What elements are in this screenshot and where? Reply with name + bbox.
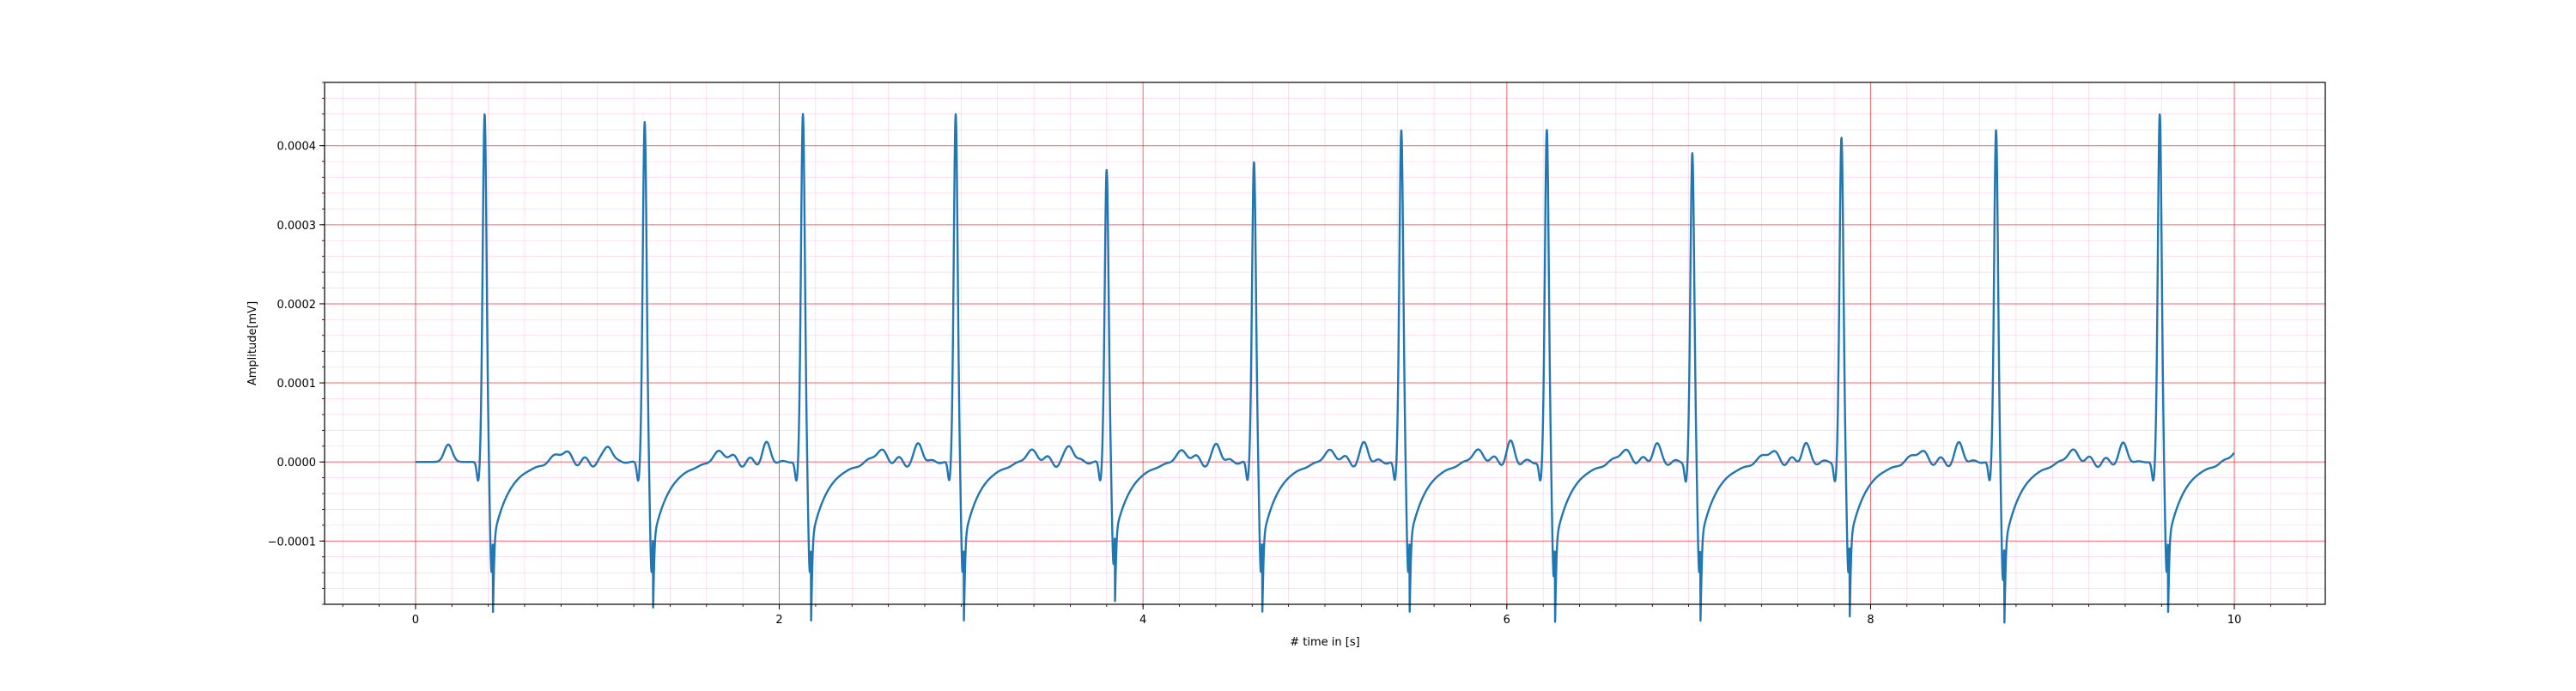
x-tick-label: 4 <box>1139 614 1146 627</box>
y-tick-label: 0.0002 <box>277 299 317 312</box>
x-tick-label: 10 <box>2227 614 2242 627</box>
ecg-series-line <box>415 112 2235 624</box>
x-axis-label: # time in [s] <box>1290 636 1359 649</box>
x-tick-label: 6 <box>1504 614 1510 627</box>
y-axis-ticks: −0.0001 0.0000 0.0001 0.0002 0.0003 0.0004 <box>268 82 325 605</box>
x-tick-label: 0 <box>412 614 419 627</box>
x-tick-label: 2 <box>775 614 782 627</box>
x-axis-ticks: 0 2 4 6 8 10 <box>342 604 2308 627</box>
y-tick-label: 0.0001 <box>277 378 317 391</box>
x-tick-label: 8 <box>1867 614 1874 627</box>
y-tick-label: −0.0001 <box>268 536 316 549</box>
series-layer <box>415 112 2235 624</box>
y-axis-label: Amplitude[mV] <box>246 301 259 385</box>
y-tick-label: 0.0003 <box>277 220 317 233</box>
y-tick-label: 0.0000 <box>277 457 317 470</box>
y-tick-label: 0.0004 <box>277 141 317 154</box>
minor-grid <box>325 82 2325 605</box>
